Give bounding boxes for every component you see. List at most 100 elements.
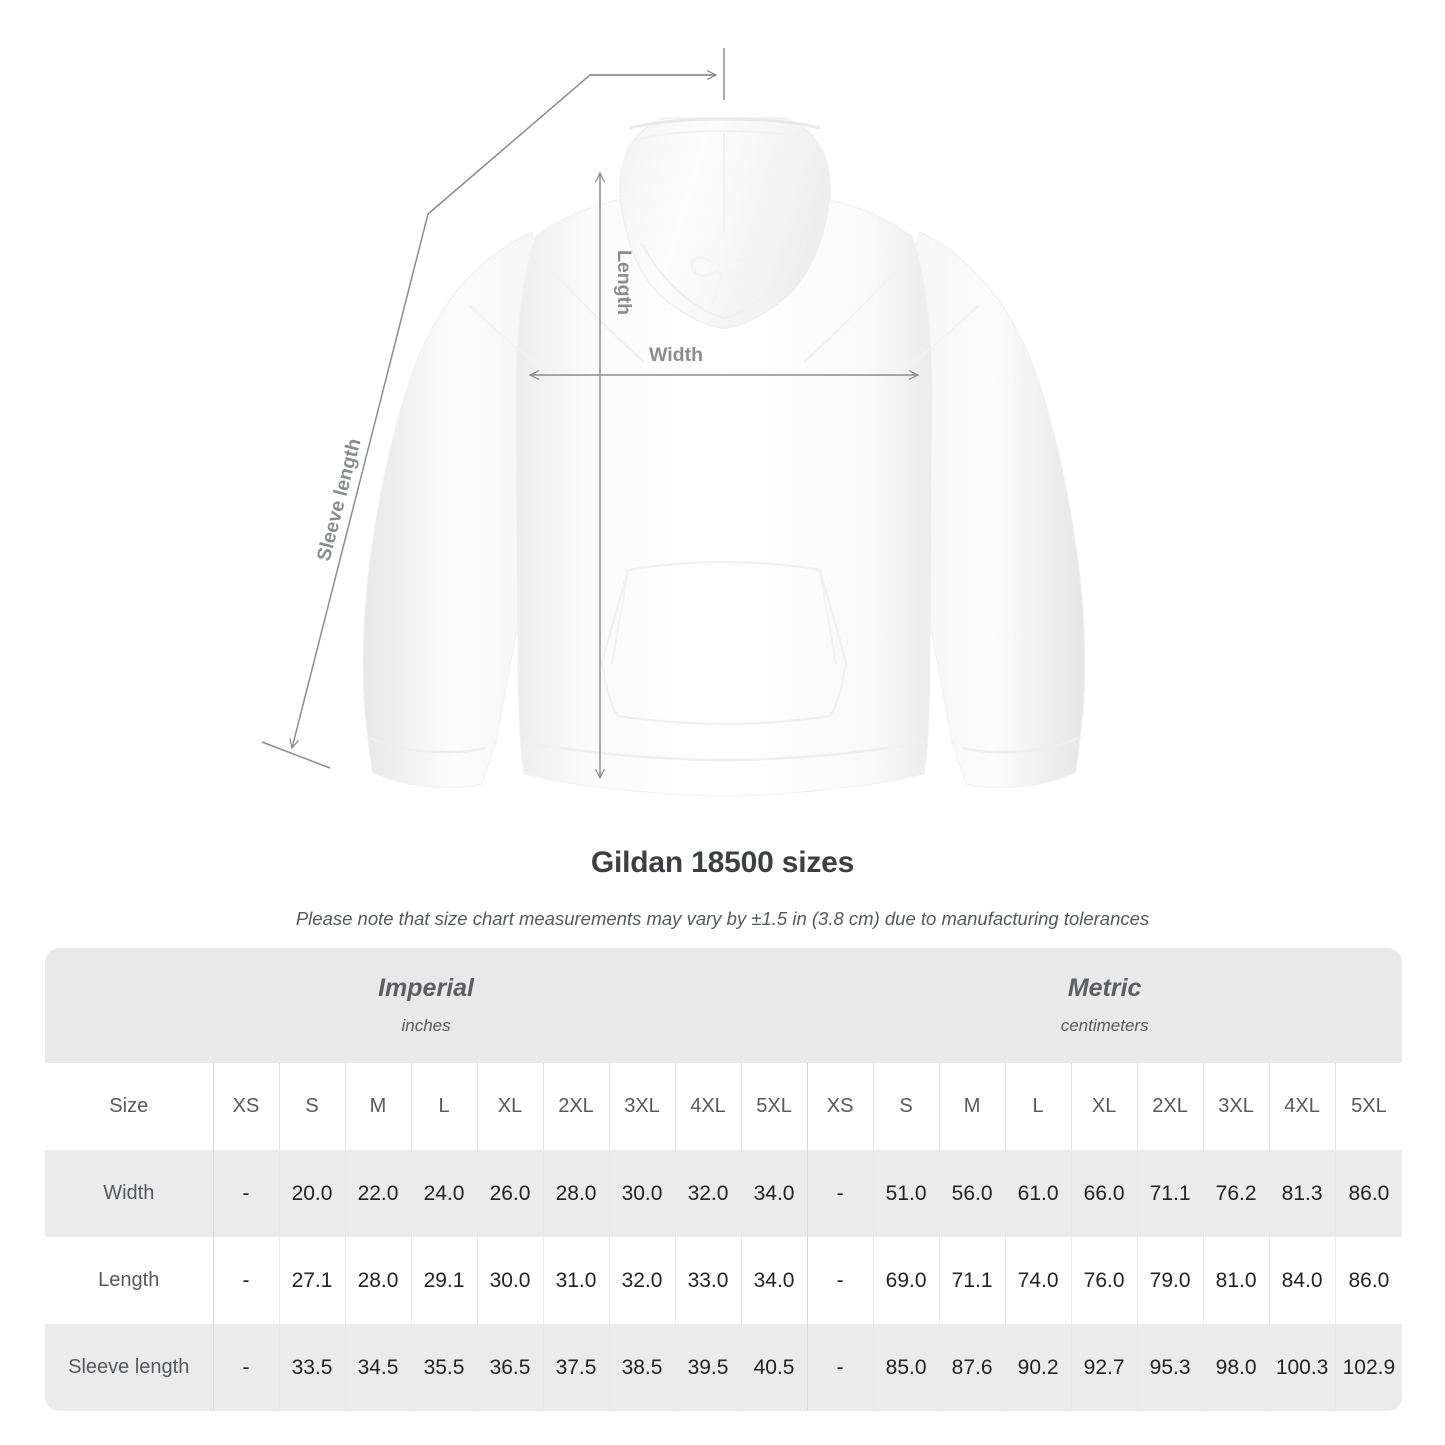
cell-sleeve-met-4xl: 100.3 [1268, 1324, 1336, 1411]
cell-length-imp-5xl: 34.0 [740, 1237, 808, 1324]
column-header-met-2xl: 2XL [1136, 1063, 1204, 1150]
row-label-sleeve-length: Sleeve length [45, 1324, 213, 1411]
cell-length-met-3xl: 81.0 [1202, 1237, 1270, 1324]
cell-length-met-4xl: 84.0 [1268, 1237, 1336, 1324]
cell-sleeve-imp-xl: 36.5 [476, 1324, 543, 1411]
hoodie-diagram-svg: Length Width Sleeve length [261, 48, 1086, 797]
column-header-met-5xl: 5XL [1334, 1063, 1403, 1150]
row-label-width: Width [45, 1150, 213, 1237]
column-header-size: Size [45, 1063, 213, 1150]
hoodie-diagram: Length Width Sleeve length [261, 48, 1086, 797]
cell-width-imp-5xl: 34.0 [740, 1150, 808, 1237]
unit-sub-imperial: inches [401, 1015, 451, 1035]
cell-sleeve-met-3xl: 98.0 [1202, 1324, 1270, 1411]
cell-width-met-3xl: 76.2 [1202, 1150, 1270, 1237]
cell-length-imp-s: 27.1 [278, 1237, 345, 1324]
cell-width-imp-2xl: 28.0 [542, 1150, 609, 1237]
cell-sleeve-met-2xl: 95.3 [1136, 1324, 1204, 1411]
sleeve-length-guide [261, 213, 429, 769]
size-chart-table: Imperial inches Metric centimeters Size … [45, 948, 1403, 1411]
cell-width-imp-xs: - [212, 1150, 279, 1237]
cell-length-imp-4xl: 33.0 [674, 1237, 741, 1324]
cell-sleeve-imp-2xl: 37.5 [542, 1324, 609, 1411]
cell-sleeve-met-5xl: 102.9 [1334, 1324, 1403, 1411]
column-header-imp-xs: XS [212, 1063, 279, 1150]
column-header-imp-5xl: 5XL [740, 1063, 808, 1150]
tolerance-note: Please note that size chart measurements… [295, 908, 1150, 929]
column-header-imp-s: S [278, 1063, 345, 1150]
cell-width-met-2xl: 71.1 [1136, 1150, 1204, 1237]
unit-sub-metric: centimeters [1060, 1015, 1149, 1035]
cell-sleeve-met-s: 85.0 [872, 1324, 940, 1411]
cell-length-met-s: 69.0 [872, 1237, 940, 1324]
cell-width-imp-xl: 26.0 [476, 1150, 543, 1237]
cell-sleeve-met-l: 90.2 [1004, 1324, 1072, 1411]
cell-length-met-xl: 76.0 [1070, 1237, 1138, 1324]
table-row: Width - 20.0 22.0 24.0 26.0 28.0 30.0 32… [45, 1150, 1403, 1237]
cell-width-imp-3xl: 30.0 [608, 1150, 675, 1237]
cell-sleeve-imp-3xl: 38.5 [608, 1324, 675, 1411]
unit-name-imperial: Imperial [378, 974, 474, 1003]
measurement-guides [261, 48, 918, 778]
cell-length-met-5xl: 86.0 [1334, 1237, 1403, 1324]
cell-sleeve-imp-s: 33.5 [278, 1324, 345, 1411]
cell-sleeve-imp-xs: - [212, 1324, 279, 1411]
size-chart-table-wrap: Imperial inches Metric centimeters Size … [45, 948, 1403, 1411]
cell-width-imp-4xl: 32.0 [674, 1150, 741, 1237]
unit-name-metric: Metric [1067, 974, 1142, 1003]
column-header-imp-4xl: 4XL [674, 1063, 741, 1150]
cell-length-met-xs: - [806, 1237, 874, 1324]
column-header-imp-3xl: 3XL [608, 1063, 675, 1150]
table-header-row: Size XS S M L XL 2XL 3XL 4XL 5XL XS S M … [45, 1063, 1403, 1150]
title-block: Gildan 18500 sizes Please note that size… [0, 845, 1445, 931]
cell-width-met-5xl: 86.0 [1334, 1150, 1403, 1237]
length-label: Length [613, 250, 635, 315]
column-header-met-xl: XL [1070, 1063, 1138, 1150]
cell-width-met-m: 56.0 [938, 1150, 1006, 1237]
cell-length-imp-2xl: 31.0 [542, 1237, 609, 1324]
column-header-met-l: L [1004, 1063, 1072, 1150]
unit-band-row: Imperial inches Metric centimeters [45, 948, 1403, 1063]
cell-sleeve-met-m: 87.6 [938, 1324, 1006, 1411]
cell-length-met-l: 74.0 [1004, 1237, 1072, 1324]
column-header-imp-xl: XL [476, 1063, 543, 1150]
cell-length-met-m: 71.1 [938, 1237, 1006, 1324]
cell-width-met-xl: 66.0 [1070, 1150, 1138, 1237]
column-header-met-4xl: 4XL [1268, 1063, 1336, 1150]
hoodie-illustration [362, 117, 1086, 797]
cell-sleeve-imp-4xl: 39.5 [674, 1324, 741, 1411]
column-header-imp-2xl: 2XL [542, 1063, 609, 1150]
cell-sleeve-imp-m: 34.5 [344, 1324, 411, 1411]
cell-length-imp-xl: 30.0 [476, 1237, 543, 1324]
cell-sleeve-imp-l: 35.5 [410, 1324, 477, 1411]
column-header-imp-m: M [344, 1063, 411, 1150]
cell-length-met-2xl: 79.0 [1136, 1237, 1204, 1324]
cell-sleeve-met-xl: 92.7 [1070, 1324, 1138, 1411]
cell-sleeve-met-xs: - [806, 1324, 874, 1411]
cell-length-imp-3xl: 32.0 [608, 1237, 675, 1324]
sleeve-length-label: Sleeve length [313, 436, 366, 563]
column-header-met-xs: XS [806, 1063, 874, 1150]
cell-width-imp-m: 22.0 [344, 1150, 411, 1237]
sleeve-top-pointer [427, 48, 725, 215]
column-header-met-3xl: 3XL [1202, 1063, 1270, 1150]
cell-width-met-xs: - [806, 1150, 874, 1237]
table-row: Length - 27.1 28.0 29.1 30.0 31.0 32.0 3… [45, 1237, 1403, 1324]
cell-width-imp-l: 24.0 [410, 1150, 477, 1237]
cell-width-met-s: 51.0 [872, 1150, 940, 1237]
width-label: Width [649, 344, 703, 366]
cell-sleeve-imp-5xl: 40.5 [740, 1324, 808, 1411]
page-title: Gildan 18500 sizes [590, 846, 855, 879]
cell-length-imp-xs: - [212, 1237, 279, 1324]
row-label-length: Length [45, 1237, 213, 1324]
table-row: Sleeve length - 33.5 34.5 35.5 36.5 37.5… [45, 1324, 1403, 1411]
column-header-met-m: M [938, 1063, 1006, 1150]
column-header-imp-l: L [410, 1063, 477, 1150]
cell-width-met-l: 61.0 [1004, 1150, 1072, 1237]
cell-length-imp-l: 29.1 [410, 1237, 477, 1324]
cell-width-met-4xl: 81.3 [1268, 1150, 1336, 1237]
unit-cell-imperial: Imperial inches [45, 948, 808, 1063]
unit-cell-metric: Metric centimeters [807, 948, 1403, 1063]
cell-length-imp-m: 28.0 [344, 1237, 411, 1324]
column-header-met-s: S [872, 1063, 940, 1150]
